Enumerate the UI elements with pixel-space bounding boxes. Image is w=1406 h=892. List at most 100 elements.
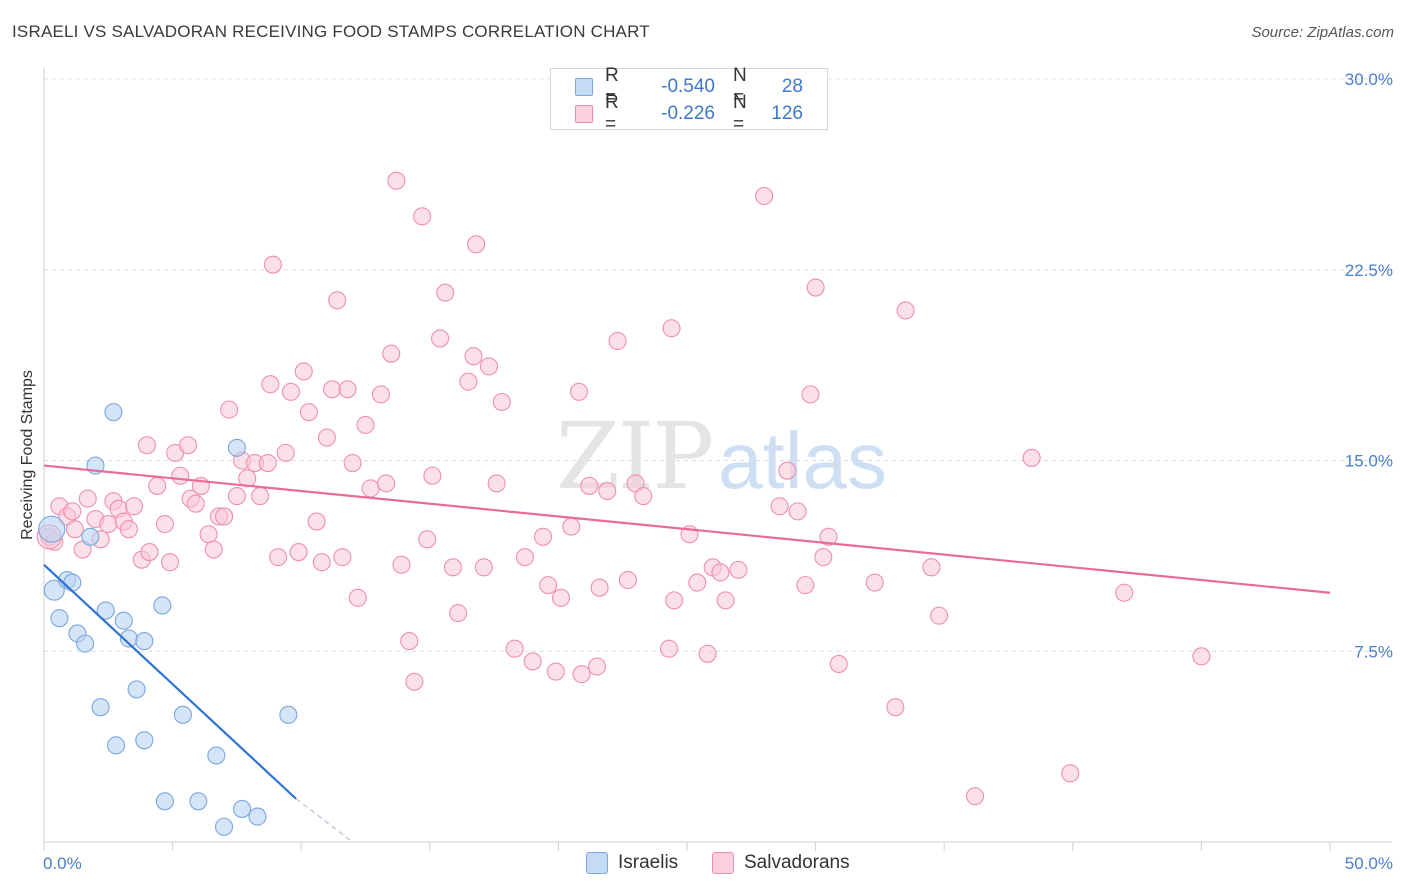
salvadoran-point bbox=[755, 186, 774, 206]
salvadoran-point bbox=[307, 512, 326, 531]
israeli-point bbox=[91, 698, 110, 717]
salvadoran-point bbox=[587, 657, 607, 676]
n-value: 126 bbox=[771, 103, 803, 124]
salvadoran-point bbox=[338, 380, 357, 399]
israeli-point bbox=[38, 515, 66, 543]
salvadoran-point bbox=[474, 558, 493, 577]
israeli-point bbox=[135, 731, 154, 750]
salvadoran-point bbox=[63, 502, 82, 521]
x-tick-label: 0.0% bbox=[43, 854, 82, 873]
israeli-point bbox=[135, 632, 154, 651]
salvadoran-point bbox=[590, 578, 609, 597]
axes bbox=[43, 68, 1392, 851]
salvadoran-point bbox=[922, 558, 941, 577]
salvadoran-point bbox=[819, 527, 838, 546]
salvadoran-point bbox=[263, 255, 282, 274]
salvadoran-point bbox=[140, 543, 159, 562]
salvadoran-point bbox=[227, 487, 246, 506]
salvadoran-point bbox=[436, 283, 455, 302]
salvadoran-point bbox=[665, 591, 684, 610]
israeli-points bbox=[38, 403, 298, 836]
salvadoran-point bbox=[492, 392, 511, 412]
salvadoran-point bbox=[137, 436, 156, 455]
salvadoran-point bbox=[608, 331, 627, 351]
salvadoran-point bbox=[1192, 647, 1211, 666]
y-tick-label: 7.5% bbox=[1354, 642, 1393, 661]
israelis-swatch bbox=[575, 78, 593, 96]
salvadoran-point bbox=[801, 385, 820, 404]
israeli-trend-extension bbox=[295, 798, 354, 843]
salvadoran-point bbox=[551, 588, 571, 607]
salvadoran-point bbox=[546, 662, 565, 681]
salvadoran-point bbox=[371, 385, 390, 404]
salvadoran-point bbox=[930, 606, 949, 625]
salvadoran-point bbox=[796, 576, 815, 595]
salvadoran-point bbox=[1115, 583, 1134, 602]
israeli-point bbox=[207, 746, 226, 765]
israeli-point bbox=[214, 817, 234, 836]
salvadoran-point bbox=[276, 443, 295, 462]
legend-item-israelis[interactable]: Israelis bbox=[586, 852, 678, 874]
salvadoran-point bbox=[770, 497, 789, 516]
chart-title: ISRAELI VS SALVADORAN RECEIVING FOOD STA… bbox=[12, 22, 650, 41]
salvadoran-point bbox=[886, 698, 905, 717]
salvadoran-point bbox=[479, 357, 499, 376]
salvadoran-point bbox=[423, 466, 442, 485]
salvadoran-point bbox=[618, 570, 637, 590]
salvadoran-point bbox=[348, 588, 367, 607]
salvadoran-point bbox=[317, 428, 336, 447]
salvadoran-point bbox=[698, 644, 717, 663]
legend-row-salvadorans: R = -0.226 N = 126 bbox=[575, 92, 803, 135]
salvadoran-point bbox=[464, 347, 483, 366]
israeli-point bbox=[155, 792, 174, 811]
salvadoran-point bbox=[312, 553, 331, 572]
salvadoran-trend-line bbox=[43, 464, 1331, 594]
salvadoran-point bbox=[523, 652, 542, 671]
salvadoran-point bbox=[806, 278, 825, 297]
y-tick-label: 22.5% bbox=[1345, 261, 1393, 280]
salvadoran-point bbox=[250, 487, 270, 506]
salvadoran-point bbox=[356, 415, 375, 434]
israeli-point bbox=[81, 527, 100, 546]
salvadoran-point bbox=[220, 400, 239, 419]
salvadoran-point bbox=[281, 382, 300, 401]
salvadoran-point bbox=[688, 573, 707, 592]
salvadoran-point bbox=[449, 604, 468, 623]
watermark-atlas: atlas bbox=[718, 416, 887, 505]
salvadoran-point bbox=[204, 540, 223, 559]
israeli-point bbox=[248, 807, 267, 826]
israeli-point bbox=[96, 601, 115, 620]
salvadoran-point bbox=[662, 319, 681, 338]
israeli-point bbox=[127, 680, 146, 699]
salvadoran-point bbox=[418, 530, 437, 549]
salvadoran-point bbox=[186, 494, 205, 513]
israelis-swatch bbox=[586, 852, 608, 874]
salvadoran-point bbox=[400, 632, 419, 651]
salvadoran-point bbox=[343, 453, 362, 473]
salvadoran-point bbox=[515, 548, 535, 567]
israeli-point bbox=[63, 573, 82, 592]
trend-lines bbox=[43, 464, 1331, 843]
salvadoran-point bbox=[487, 474, 506, 493]
salvadoran-point bbox=[124, 497, 144, 516]
salvadoran-point bbox=[814, 548, 833, 567]
salvadoran-point bbox=[505, 639, 524, 658]
salvadoran-point bbox=[171, 466, 190, 485]
legend-label-israelis: Israelis bbox=[618, 852, 679, 873]
salvadoran-point bbox=[778, 461, 797, 480]
salvadoran-point bbox=[405, 672, 424, 691]
salvadoran-point bbox=[896, 301, 915, 320]
legend-item-salvadorans[interactable]: Salvadorans bbox=[712, 852, 850, 874]
salvadoran-point bbox=[467, 235, 486, 254]
salvadoran-point bbox=[659, 639, 679, 658]
salvadoran-point bbox=[199, 525, 218, 544]
r-value: -0.540 bbox=[661, 76, 715, 97]
salvadoran-point bbox=[966, 787, 985, 806]
salvadoran-point bbox=[65, 520, 84, 539]
salvadoran-point bbox=[716, 591, 735, 610]
salvadoran-point bbox=[258, 453, 277, 473]
salvadoran-point bbox=[865, 573, 884, 592]
salvadoran-point bbox=[78, 489, 97, 508]
salvadoran-point bbox=[539, 576, 558, 595]
